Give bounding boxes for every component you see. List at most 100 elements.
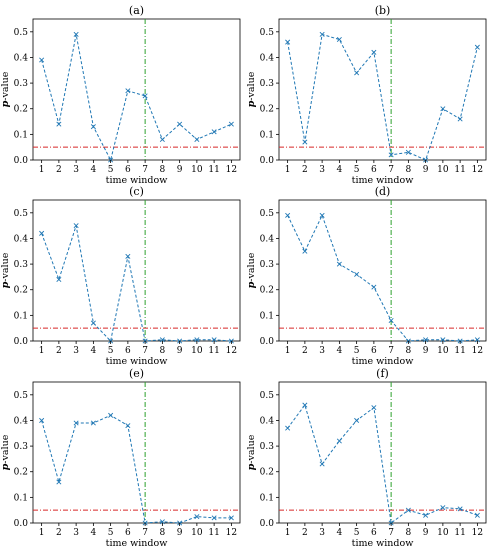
x-tick-label: 7 [388, 165, 394, 175]
data-point [319, 212, 325, 218]
y-tick-label: 0.2 [14, 468, 28, 478]
data-point [302, 402, 308, 408]
x-tick-label: 2 [56, 528, 62, 538]
x-tick-label: 10 [437, 528, 449, 538]
y-tick-label: 0.3 [14, 79, 29, 89]
series-line [41, 225, 232, 343]
y-tick-label: 0.5 [260, 209, 275, 219]
y-tick-label: 0.4 [260, 234, 275, 244]
y-tick-label: 0.1 [260, 493, 274, 503]
plot-frame [32, 381, 241, 524]
data-point [56, 121, 62, 127]
x-tick-label: 5 [108, 165, 114, 175]
data-point [440, 106, 446, 112]
y-axis-label: p-value [0, 71, 11, 107]
x-tick-label: 7 [142, 346, 148, 356]
x-tick-label: 8 [406, 165, 412, 175]
data-point [90, 124, 96, 130]
y-tick-label: 0.3 [260, 442, 275, 452]
y-tick-label: 0.2 [260, 105, 274, 115]
x-tick-label: 12 [472, 165, 483, 175]
x-tick-label: 10 [191, 528, 203, 538]
x-axis-label: time window [352, 356, 414, 367]
x-tick-label: 4 [91, 528, 97, 538]
y-tick-label: 0.5 [14, 391, 29, 401]
x-tick-label: 10 [437, 346, 449, 356]
y-axis-label: p-value [246, 252, 257, 288]
x-axis-label: time window [352, 538, 414, 549]
x-tick-label: 4 [337, 165, 343, 175]
data-point [228, 121, 234, 127]
x-tick-label: 5 [108, 528, 114, 538]
data-point [108, 412, 114, 418]
x-tick-label: 4 [337, 346, 343, 356]
y-axis-label: p-value [0, 434, 11, 470]
series-line [287, 403, 478, 524]
x-axis-label: time window [106, 175, 168, 186]
data-point [194, 136, 200, 143]
data-point [125, 88, 131, 94]
data-point [474, 512, 480, 518]
data-point [440, 505, 446, 511]
series-line [41, 414, 232, 524]
x-tick-label: 11 [208, 528, 219, 538]
y-tick-label: 0.2 [260, 468, 274, 478]
data-point [423, 337, 429, 343]
data-point [228, 515, 234, 521]
x-tick-label: 9 [177, 346, 183, 356]
x-tick-label: 8 [406, 346, 412, 356]
x-tick-label: 1 [285, 528, 291, 538]
y-tick-label: 0.1 [14, 130, 28, 140]
x-tick-label: 12 [472, 528, 483, 538]
panel-b: 1 2 3 4 5 6 7 8 9 10 11 120.00.10.20.30.40.5(b)time… [246, 4, 487, 186]
y-tick-label: 0.4 [14, 234, 29, 244]
y-tick-label: 0.5 [14, 28, 29, 38]
panel-c: 1 2 3 4 5 6 7 8 9 10 11 120.00.10.20.30.40.5(c)time… [0, 185, 241, 367]
y-axis-label: p-value [246, 71, 257, 107]
x-tick-label: 3 [73, 528, 79, 538]
data-point [319, 461, 325, 467]
plot-frame [278, 199, 487, 342]
x-tick-label: 2 [302, 346, 308, 356]
panel-title: (d) [375, 185, 391, 198]
panel-title: (e) [129, 367, 144, 380]
x-tick-label: 4 [91, 165, 97, 175]
y-tick-label: 0.5 [260, 391, 275, 401]
x-tick-label: 12 [472, 346, 483, 356]
x-tick-label: 5 [354, 165, 360, 175]
x-tick-label: 11 [454, 346, 465, 356]
x-tick-label: 2 [302, 528, 308, 538]
y-tick-label: 0.1 [260, 130, 274, 140]
data-point [285, 212, 291, 218]
data-point [388, 152, 394, 158]
x-tick-label: 6 [125, 528, 131, 538]
x-tick-label: 5 [354, 346, 360, 356]
data-point [371, 49, 377, 55]
x-tick-label: 3 [73, 165, 79, 175]
data-point [211, 129, 217, 135]
data-point [194, 514, 200, 520]
x-tick-label: 1 [285, 346, 291, 356]
x-tick-label: 7 [142, 165, 148, 175]
x-tick-label: 5 [354, 528, 360, 538]
x-tick-label: 2 [302, 165, 308, 175]
data-point [90, 320, 96, 326]
x-tick-label: 3 [73, 346, 79, 356]
data-point [285, 425, 291, 431]
data-point [371, 405, 377, 411]
data-point [39, 57, 45, 63]
y-tick-label: 0.2 [14, 105, 28, 115]
data-point [405, 507, 411, 513]
data-point [159, 337, 165, 343]
data-point [457, 506, 463, 512]
x-tick-label: 12 [226, 165, 237, 175]
x-tick-label: 10 [191, 346, 203, 356]
x-tick-label: 3 [319, 528, 325, 538]
y-tick-label: 0.4 [14, 53, 29, 63]
data-point [405, 149, 411, 155]
data-point [388, 317, 394, 324]
x-axis-label: time window [106, 538, 168, 549]
data-point [336, 261, 342, 267]
y-tick-label: 0.2 [260, 286, 274, 296]
y-tick-label: 0.0 [14, 519, 29, 529]
